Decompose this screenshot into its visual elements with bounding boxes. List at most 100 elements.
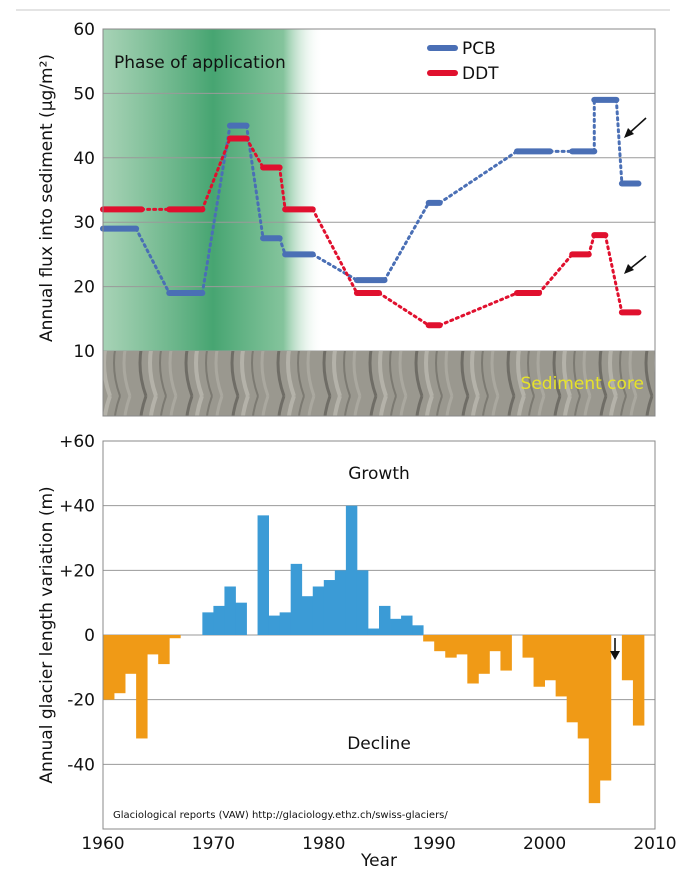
top-y-tick-label: 10 (73, 342, 95, 362)
bottom-y-axis-label: Annual glacier length variation (m) (37, 486, 57, 783)
source-note: Glaciological reports (VAW) http://glaci… (113, 810, 448, 821)
x-tick-label: 1980 (302, 834, 345, 854)
bottom-y-tick-labels: +60 +40 +20 0 -20 -40 (59, 432, 95, 775)
bar-1996 (500, 635, 512, 671)
sediment-core-image (103, 351, 655, 416)
x-tick-label: 2010 (633, 834, 676, 854)
series-connector-pcb (134, 227, 171, 295)
bar-1969 (202, 612, 214, 635)
bar-2004 (588, 635, 601, 804)
bar-1974 (257, 515, 269, 635)
bar-1982 (345, 505, 358, 635)
bar-1989 (423, 635, 435, 642)
bar-1992 (456, 635, 468, 655)
series-connector-ddt (377, 291, 431, 327)
bar-2002 (566, 635, 579, 723)
phase-of-application-region (103, 29, 323, 351)
bar-1979 (312, 586, 325, 635)
bar-2007 (621, 635, 634, 681)
bar-1978 (301, 596, 314, 635)
bottom-y-tick-label: +40 (59, 497, 95, 517)
top-panel: Phase of application Sediment core 10 20 3… (37, 20, 656, 417)
series-connector-ddt (311, 207, 359, 295)
bar-2008 (632, 635, 645, 726)
top-y-axis-label: Annual flux into sediment (µg/m²) (37, 54, 57, 342)
series-connector-ddt (537, 252, 574, 295)
phase-of-application-label: Phase of application (114, 53, 286, 73)
series-connector-ddt (245, 136, 265, 169)
bar-1960 (103, 635, 115, 700)
bar-1999 (533, 635, 545, 687)
bar-1961 (114, 635, 126, 694)
bottom-y-tick-label: +60 (59, 432, 95, 452)
bar-2005 (599, 635, 612, 781)
x-tick-label: 2000 (523, 834, 566, 854)
bar-1985 (379, 605, 391, 635)
bar-1987 (401, 615, 413, 635)
bar-1991 (445, 635, 457, 658)
bottom-panel: +60 +40 +20 0 -20 -40 1960 1970 1980 1990 2000 201… (37, 432, 677, 871)
top-y-tick-label: 30 (73, 213, 95, 233)
top-arrow-pcb-icon (624, 117, 647, 138)
bar-1964 (147, 635, 159, 655)
bottom-x-tick-labels: 1960 1970 1980 1990 2000 2010 (81, 834, 676, 854)
series-connector-ddt (278, 165, 287, 211)
growth-label: Growth (348, 464, 410, 484)
top-legend: PCB DDT (427, 39, 499, 84)
series-connector-pcb (311, 252, 359, 282)
bottom-y-tick-label: -40 (67, 755, 95, 775)
bar-1990 (434, 635, 446, 652)
bar-1970 (213, 605, 225, 635)
x-tick-label: 1960 (81, 834, 124, 854)
top-y-tick-label: 60 (73, 20, 95, 40)
x-tick-label: 1970 (192, 834, 235, 854)
bar-1963 (136, 635, 148, 739)
bar-1995 (489, 635, 501, 652)
bar-1962 (125, 635, 137, 674)
series-connector-pcb (383, 201, 431, 282)
bar-1977 (290, 563, 303, 635)
bar-1980 (323, 580, 336, 635)
series-connector-ddt (603, 233, 624, 314)
bar-1983 (356, 570, 369, 635)
legend-label-ddt: DDT (462, 64, 499, 84)
top-arrow-ddt-icon (624, 255, 647, 274)
bottom-arrow-down-icon (610, 638, 620, 660)
decline-label: Decline (347, 734, 411, 754)
sediment-core-label: Sediment core (521, 374, 644, 394)
series-connector-pcb (438, 149, 519, 205)
bar-1981 (334, 570, 347, 635)
x-tick-label: 1990 (413, 834, 456, 854)
top-y-tick-label: 40 (73, 149, 95, 169)
bar-1994 (478, 635, 490, 674)
series-connector-pcb (614, 98, 624, 186)
bar-2000 (544, 635, 557, 681)
bar-1984 (367, 628, 380, 635)
top-y-tick-label: 50 (73, 84, 95, 104)
top-plot-frame (102, 28, 656, 417)
top-y-tick-label: 20 (73, 278, 95, 298)
series-connector-ddt (438, 291, 519, 327)
series-connector-ddt (200, 136, 232, 211)
bottom-y-tick-label: +20 (59, 561, 95, 581)
bottom-plot-frame (102, 440, 656, 830)
bottom-bars (103, 505, 645, 804)
bar-1975 (268, 615, 281, 635)
bottom-y-tick-label: -20 (67, 691, 95, 711)
bar-1965 (158, 635, 170, 665)
bar-1976 (279, 612, 292, 635)
bar-1993 (467, 635, 479, 684)
bar-1971 (224, 586, 236, 635)
bottom-y-tick-label: 0 (84, 626, 95, 646)
legend-label-pcb: PCB (462, 39, 496, 59)
series-connector-ddt (587, 233, 596, 256)
bar-1988 (412, 625, 424, 635)
bar-1998 (522, 635, 534, 658)
bar-2003 (577, 635, 590, 739)
bar-2001 (555, 635, 568, 697)
bar-1986 (390, 618, 402, 635)
top-y-tick-labels: 10 20 30 40 50 60 (73, 20, 95, 362)
bar-1966 (169, 635, 181, 639)
bar-1972 (235, 602, 247, 635)
